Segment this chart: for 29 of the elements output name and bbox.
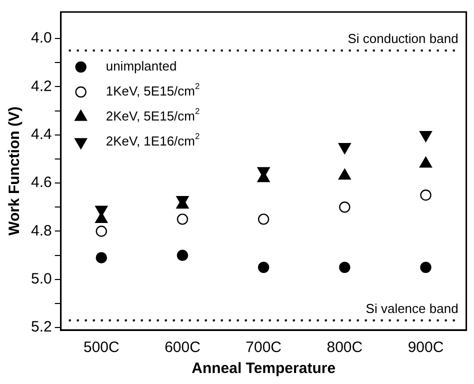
- x-axis-title: Anneal Temperature: [192, 360, 336, 378]
- point: [258, 214, 270, 225]
- x-tick-label: 600C: [164, 339, 201, 356]
- ref-line-label: Si valence band: [366, 300, 458, 316]
- point: [338, 143, 351, 154]
- point: [420, 131, 432, 142]
- y-axis-title: Work Function (V): [6, 106, 24, 236]
- ref-line-label: Si conduction band: [348, 31, 458, 46]
- x-tick-label: 800C: [326, 339, 363, 356]
- point: [420, 189, 432, 201]
- y-tick-label: 4.8: [30, 222, 52, 240]
- y-tick-label: 4.0: [30, 30, 52, 47]
- y-tick-label: 4.6: [30, 174, 52, 192]
- y-tick-label: 4.2: [30, 78, 52, 95]
- point: [176, 250, 188, 261]
- point: [176, 214, 188, 225]
- point: [96, 252, 107, 264]
- legend-label: unimplanted: [106, 58, 177, 74]
- y-tick-label: 5.0: [30, 270, 52, 288]
- point: [258, 262, 270, 273]
- point: [339, 202, 350, 213]
- x-tick-label: 900C: [408, 339, 444, 356]
- y-tick-label: 4.4: [30, 126, 52, 144]
- point: [339, 262, 350, 273]
- x-tick-label: 700C: [246, 339, 282, 356]
- x-tick-label: 500C: [83, 339, 120, 356]
- point: [96, 226, 107, 237]
- point: [420, 262, 432, 273]
- y-tick-label: 5.2: [30, 318, 52, 336]
